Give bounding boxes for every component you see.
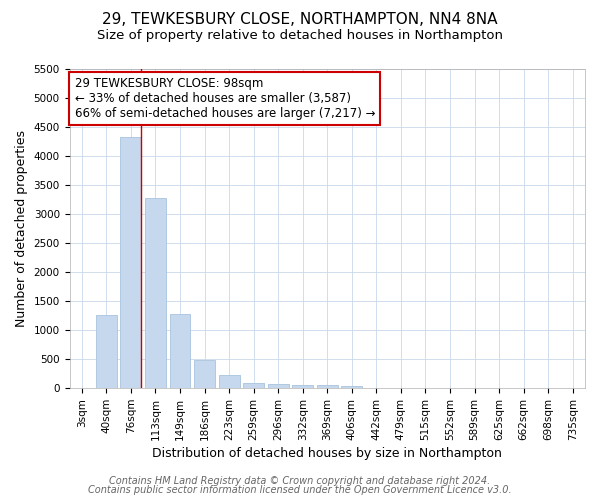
Bar <box>218 376 239 388</box>
Text: Contains public sector information licensed under the Open Government Licence v3: Contains public sector information licen… <box>88 485 512 495</box>
Bar <box>145 198 166 388</box>
Bar <box>341 386 362 388</box>
Bar <box>96 315 117 388</box>
X-axis label: Distribution of detached houses by size in Northampton: Distribution of detached houses by size … <box>152 447 502 460</box>
Bar <box>194 360 215 388</box>
Bar <box>121 137 142 388</box>
Bar <box>170 314 190 388</box>
Text: Size of property relative to detached houses in Northampton: Size of property relative to detached ho… <box>97 29 503 42</box>
Bar <box>243 382 264 388</box>
Text: 29, TEWKESBURY CLOSE, NORTHAMPTON, NN4 8NA: 29, TEWKESBURY CLOSE, NORTHAMPTON, NN4 8… <box>102 12 498 28</box>
Bar <box>268 384 289 388</box>
Text: 29 TEWKESBURY CLOSE: 98sqm
← 33% of detached houses are smaller (3,587)
66% of s: 29 TEWKESBURY CLOSE: 98sqm ← 33% of deta… <box>74 77 375 120</box>
Text: Contains HM Land Registry data © Crown copyright and database right 2024.: Contains HM Land Registry data © Crown c… <box>109 476 491 486</box>
Bar <box>292 386 313 388</box>
Bar <box>317 386 338 388</box>
Y-axis label: Number of detached properties: Number of detached properties <box>15 130 28 327</box>
